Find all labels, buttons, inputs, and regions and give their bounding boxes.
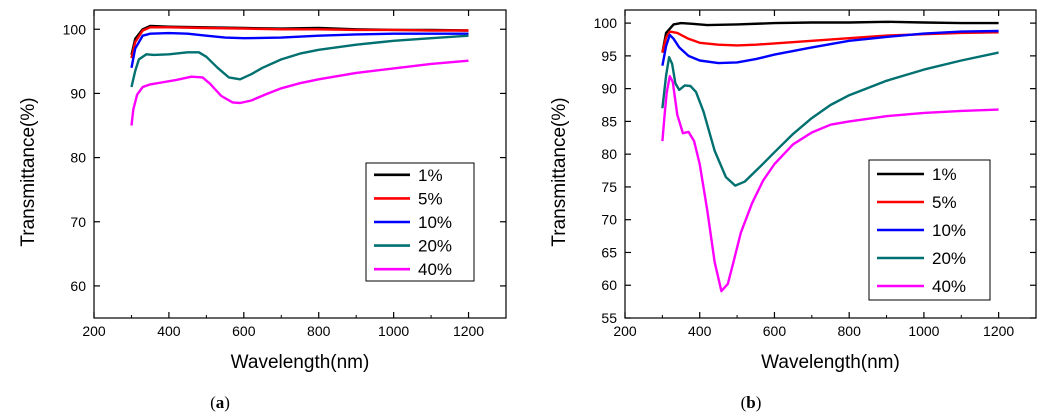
series-line-3 xyxy=(661,51,999,187)
series-line-4 xyxy=(661,75,999,293)
y-tick-label: 100 xyxy=(594,15,618,31)
y-tick-label: 90 xyxy=(601,81,617,97)
y-tick-label: 55 xyxy=(601,310,617,326)
x-tick-label: 400 xyxy=(157,323,181,339)
y-tick-label: 70 xyxy=(601,212,617,228)
y-axis-title: Transmittance(%) xyxy=(549,97,570,246)
caption-b: (b) xyxy=(741,393,762,412)
x-tick-label: 400 xyxy=(688,323,712,339)
legend-label-0: 1% xyxy=(932,165,957,184)
caption-b-letter: b xyxy=(746,393,755,412)
panel-a-chart: 200 400 600 800 1000 1200 60 70 80 90 100 Wavelengt… xyxy=(18,9,507,373)
series-line-0 xyxy=(661,20,999,53)
y-tick-label: 80 xyxy=(601,146,617,162)
x-axis-title: Wavelength(nm) xyxy=(761,352,900,373)
series-line-4 xyxy=(130,59,469,126)
y-tick-label: 80 xyxy=(70,150,86,166)
x-axis-title: Wavelength(nm) xyxy=(231,352,370,373)
y-tick-label: 95 xyxy=(601,48,617,64)
x-tick-label: 600 xyxy=(763,323,787,339)
y-tick-label: 70 xyxy=(70,214,86,230)
series-line-1 xyxy=(661,30,999,53)
y-tick-label: 60 xyxy=(70,278,86,294)
x-tick-label: 1200 xyxy=(453,323,484,339)
legend-label-0: 1% xyxy=(418,166,443,185)
y-tick-label: 90 xyxy=(70,85,86,101)
caption-a: (a) xyxy=(210,393,230,412)
x-tick-label: 1000 xyxy=(908,323,939,339)
y-axis-title: Transmittance(%) xyxy=(18,97,39,246)
series-line-2 xyxy=(130,31,469,69)
legend-label-2: 10% xyxy=(932,221,966,240)
series-line-3 xyxy=(130,34,469,88)
legend-label-2: 10% xyxy=(418,213,452,232)
series-line-2 xyxy=(661,29,999,66)
y-tick-label: 75 xyxy=(601,179,617,195)
legend-label-1: 5% xyxy=(418,189,443,208)
plot-frame xyxy=(93,9,507,319)
x-tick-label: 800 xyxy=(307,323,331,339)
x-tick-label: 200 xyxy=(82,323,106,339)
caption-a-letter: a xyxy=(216,393,225,412)
x-tick-label: 800 xyxy=(838,323,862,339)
legend-label-4: 40% xyxy=(418,260,452,279)
legend-label-3: 20% xyxy=(932,249,966,268)
legend-label-1: 5% xyxy=(932,193,957,212)
legend-label-4: 40% xyxy=(932,277,966,296)
plot-frame xyxy=(624,9,1037,319)
x-tick-label: 1200 xyxy=(983,323,1014,339)
legend-label-3: 20% xyxy=(418,237,452,256)
y-tick-label: 85 xyxy=(601,113,617,129)
x-tick-label: 600 xyxy=(232,323,256,339)
panel-b-chart: 200 400 600 800 1000 1200 55 60 65 70 75 80 85 90 95 10… xyxy=(549,9,1037,373)
y-tick-label: 65 xyxy=(601,244,617,260)
x-tick-label: 200 xyxy=(613,323,637,339)
y-tick-label: 60 xyxy=(601,277,617,293)
series-line-1 xyxy=(130,26,469,59)
x-tick-label: 1000 xyxy=(378,323,409,339)
y-tick-label: 100 xyxy=(63,21,87,37)
